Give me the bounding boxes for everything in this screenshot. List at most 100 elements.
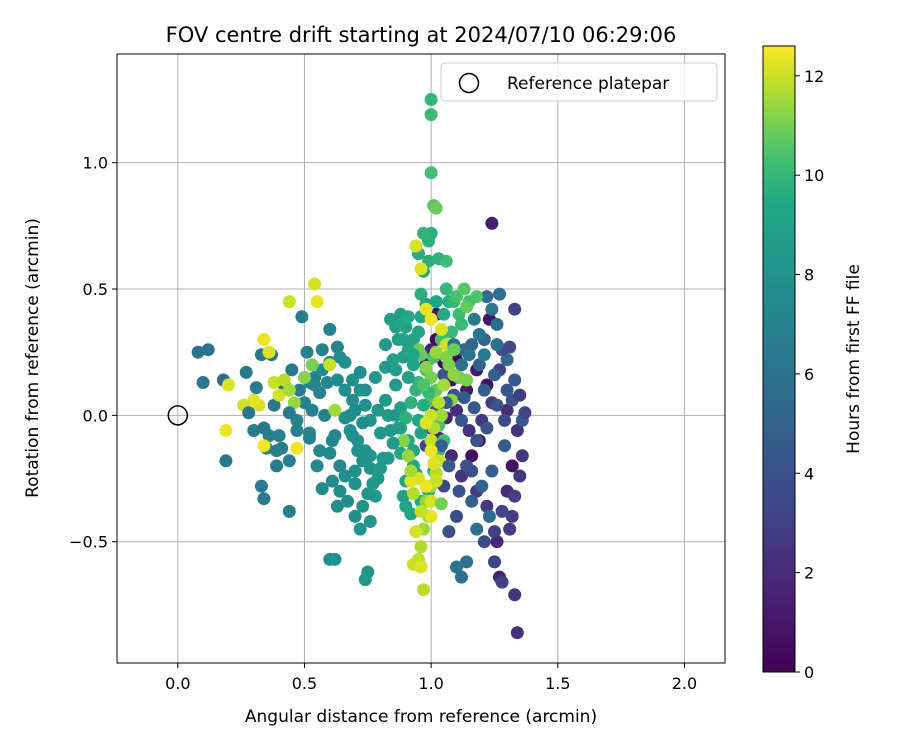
data-point [477,348,491,362]
data-point [424,108,438,122]
data-point [414,540,428,554]
data-point [498,413,512,427]
data-point [409,239,423,253]
data-point [330,373,344,387]
data-point [333,350,347,364]
data-point [330,340,344,354]
data-point [401,310,415,324]
data-point [434,322,448,336]
x-axis-label: Angular distance from reference (arcmin) [245,707,597,727]
data-point [424,434,438,448]
data-point [439,282,453,296]
data-point [518,406,532,420]
data-point [465,449,479,463]
data-point [257,439,271,453]
x-tick-label: 1.0 [418,674,443,693]
data-point [485,302,499,316]
data-point [480,499,494,513]
data-point [386,436,400,450]
data-point [239,365,253,379]
data-point [437,307,451,321]
data-point [414,560,428,574]
data-point [358,398,372,412]
data-point [439,254,453,268]
data-point [495,575,509,589]
data-point [500,353,514,367]
data-point [513,469,527,483]
data-point [480,421,494,435]
data-point [424,166,438,180]
data-point [333,459,347,473]
data-point [325,474,339,488]
data-point [417,583,430,597]
data-point [348,403,362,417]
data-point [313,444,327,458]
data-point [460,373,474,387]
data-point [490,398,504,412]
data-point [508,489,522,503]
colorbar-tick-label: 12 [804,67,824,86]
y-tick-label: 1.0 [83,154,108,173]
data-point [417,378,430,392]
data-point [353,522,367,536]
data-point [320,376,334,389]
data-point [356,454,370,468]
data-point [419,360,433,374]
data-point [429,201,443,215]
data-point [513,388,527,402]
data-point [338,383,352,397]
colorbar: 0 2 4 6 8 10 12 [762,45,824,682]
data-point [429,474,443,488]
data-point [351,444,365,458]
colorbar-tick-label: 8 [804,266,814,285]
data-point [455,317,468,331]
data-point [379,338,392,352]
data-point [444,449,458,463]
data-point [295,310,309,324]
data-point [341,494,354,508]
data-point [508,373,522,387]
data-point [414,262,428,276]
data-point [503,522,517,536]
data-point [500,383,514,397]
colorbar-label: Hours from first FF file [844,264,864,454]
data-point [457,391,471,405]
data-points [191,93,532,640]
data-point [358,573,372,587]
data-point [374,461,387,475]
data-point [262,429,276,443]
data-point [356,499,370,513]
data-point [386,353,400,367]
data-point [323,446,337,460]
data-point [282,454,296,468]
data-point [460,555,474,569]
data-point [282,383,296,397]
data-point [414,426,428,440]
data-point [389,378,403,392]
data-point [406,487,420,501]
data-point [267,398,281,412]
data-point [444,325,458,339]
data-point [490,535,504,549]
data-point [434,497,448,511]
y-tick-label: 0.5 [83,280,108,299]
data-point [505,459,519,473]
colorbar-tick-label: 4 [804,464,814,483]
data-point [356,416,370,430]
data-point [508,302,522,316]
data-point [455,469,468,483]
data-point [495,504,509,518]
data-point [424,494,438,508]
data-point [247,424,261,437]
data-point [381,451,395,465]
x-tick-label: 1.5 [545,674,570,693]
data-point [488,555,501,569]
data-point [348,477,362,491]
data-point [333,484,347,498]
data-point [432,396,446,410]
data-point [437,378,451,392]
data-point [394,401,408,415]
data-point [318,408,332,422]
data-point [330,499,344,513]
